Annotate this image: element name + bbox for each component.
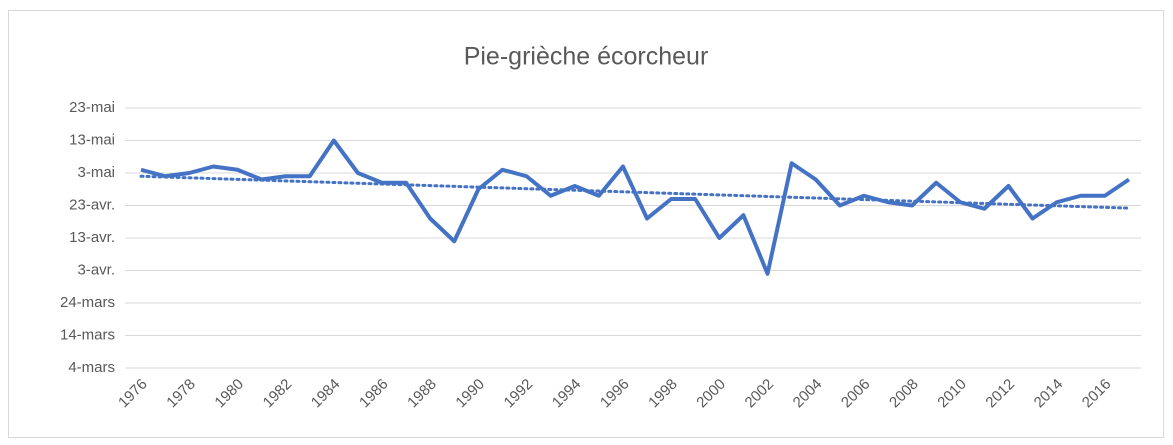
y-tick-label: 23-mai: [69, 99, 115, 116]
chart-border: [8, 10, 1164, 438]
y-tick-label: 3-avr.: [77, 261, 115, 278]
y-tick-label: 3-mai: [77, 164, 115, 181]
chart-title: Pie-grièche écorcheur: [464, 43, 709, 71]
y-tick-label: 24-mars: [60, 294, 115, 311]
trend-line: [139, 174, 1131, 210]
y-tick-label: 13-mai: [69, 131, 115, 148]
y-tick-label: 14-mars: [60, 326, 115, 343]
y-tick-label: 4-mars: [68, 359, 115, 376]
y-tick-label: 13-avr.: [69, 229, 115, 246]
y-tick-label: 23-avr.: [69, 196, 115, 213]
